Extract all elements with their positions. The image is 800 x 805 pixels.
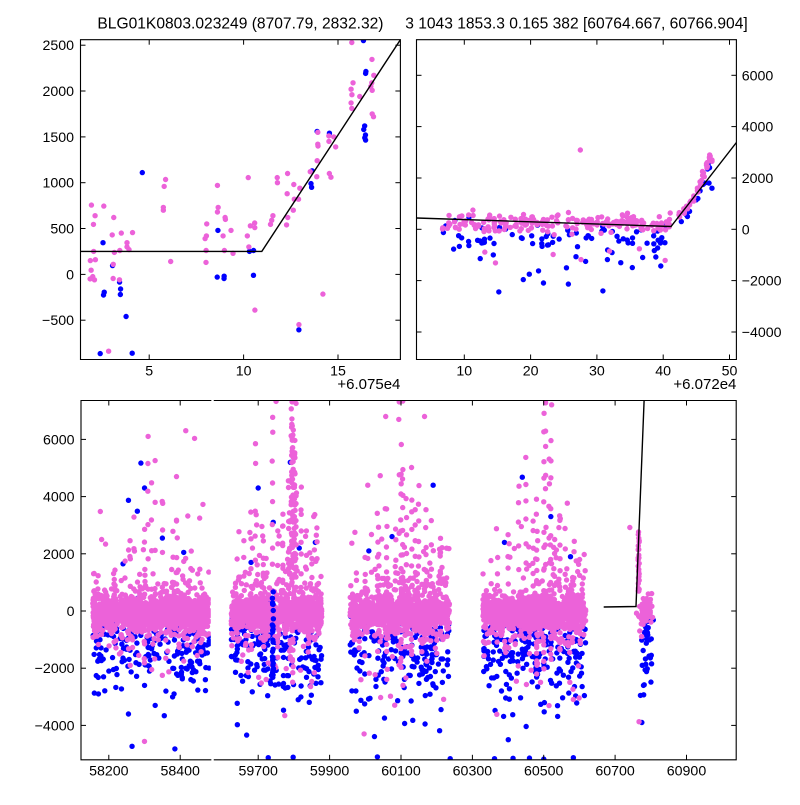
svg-text:50: 50 — [722, 363, 738, 379]
svg-text:20: 20 — [523, 363, 539, 379]
svg-text:1000: 1000 — [42, 176, 74, 192]
svg-text:59900: 59900 — [310, 764, 350, 780]
svg-text:0: 0 — [66, 267, 74, 283]
svg-text:−4000: −4000 — [742, 325, 782, 341]
svg-text:0: 0 — [67, 604, 75, 620]
svg-text:0: 0 — [742, 222, 750, 238]
svg-text:30: 30 — [589, 363, 605, 379]
svg-text:60100: 60100 — [381, 764, 421, 780]
svg-text:60900: 60900 — [667, 764, 707, 780]
svg-text:6000: 6000 — [742, 68, 774, 84]
svg-text:2500: 2500 — [42, 38, 74, 54]
svg-text:10: 10 — [456, 363, 472, 379]
svg-text:3 1043 1853.3 0.165 382 [60764: 3 1043 1853.3 0.165 382 [60764.667, 6076… — [405, 16, 748, 33]
svg-text:−2000: −2000 — [742, 274, 782, 290]
svg-text:58400: 58400 — [160, 764, 200, 780]
svg-text:−2000: −2000 — [35, 661, 75, 677]
svg-text:+6.072e4: +6.072e4 — [673, 376, 736, 393]
svg-text:60700: 60700 — [595, 764, 635, 780]
svg-text:4000: 4000 — [43, 490, 75, 506]
svg-text:−4000: −4000 — [35, 718, 75, 734]
svg-text:15: 15 — [330, 363, 346, 379]
svg-text:500: 500 — [50, 222, 74, 238]
svg-text:2000: 2000 — [742, 171, 774, 187]
svg-text:40: 40 — [655, 363, 671, 379]
svg-text:60500: 60500 — [524, 764, 564, 780]
svg-text:60300: 60300 — [453, 764, 493, 780]
svg-text:2000: 2000 — [42, 84, 74, 100]
svg-text:6000: 6000 — [43, 432, 75, 448]
svg-text:58200: 58200 — [89, 764, 129, 780]
svg-text:5: 5 — [145, 363, 153, 379]
svg-text:4000: 4000 — [742, 120, 774, 136]
svg-text:BLG01K0803.023249 (8707.79, 28: BLG01K0803.023249 (8707.79, 2832.32) — [97, 16, 383, 33]
svg-text:10: 10 — [236, 363, 252, 379]
svg-text:2000: 2000 — [43, 547, 75, 563]
svg-text:+6.075e4: +6.075e4 — [337, 376, 400, 393]
svg-text:1500: 1500 — [42, 130, 74, 146]
svg-text:59700: 59700 — [238, 764, 278, 780]
svg-text:−500: −500 — [42, 313, 74, 329]
